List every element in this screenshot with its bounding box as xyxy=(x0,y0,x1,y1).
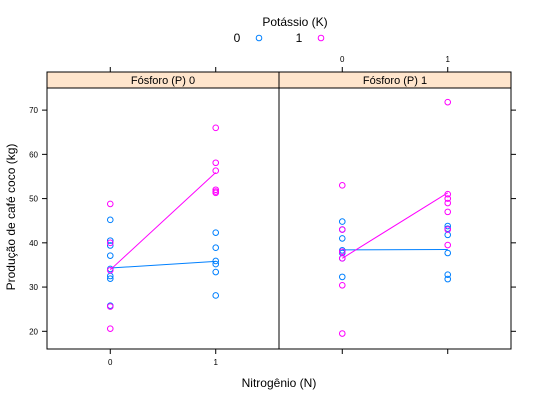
data-point xyxy=(212,189,220,197)
x-tick-label: 0 xyxy=(340,55,345,64)
legend-title: Potássio (K) xyxy=(262,15,327,29)
data-point xyxy=(212,167,220,175)
data-point xyxy=(212,229,220,236)
data-point xyxy=(106,200,114,208)
data-point xyxy=(444,275,452,283)
strip-label: Fósforo (P) 1 xyxy=(363,75,427,87)
data-point xyxy=(212,186,220,194)
data-point xyxy=(212,244,220,251)
data-point xyxy=(338,330,346,337)
data-point xyxy=(444,190,452,198)
data-point xyxy=(212,257,220,265)
x-axis-title: Nitrogênio (N) xyxy=(242,376,317,390)
data-point xyxy=(106,303,114,310)
data-point xyxy=(444,249,452,257)
y-tick-label: 50 xyxy=(29,195,38,204)
panel-frame xyxy=(46,87,280,350)
data-point xyxy=(338,281,346,289)
legend-label: 1 xyxy=(296,31,303,45)
series-1 xyxy=(338,98,452,337)
data-point xyxy=(444,231,452,239)
y-axis-title: Produção de café coco (kg) xyxy=(4,144,18,291)
data-point xyxy=(444,98,452,106)
panel-frame xyxy=(278,87,512,350)
data-point xyxy=(444,226,452,233)
data-point xyxy=(106,237,114,244)
series-line xyxy=(342,192,448,259)
data-point xyxy=(338,235,346,242)
series-line xyxy=(109,172,217,271)
data-point xyxy=(106,242,114,249)
data-point xyxy=(212,292,220,299)
panel: Fósforo (P) 1 0 1 xyxy=(278,55,516,354)
legend-label: 0 xyxy=(234,31,241,45)
data-point xyxy=(444,241,452,249)
data-point xyxy=(106,275,114,282)
data-point xyxy=(338,255,346,262)
data-point xyxy=(338,218,346,225)
x-tick-label: 1 xyxy=(214,358,219,367)
data-point xyxy=(444,195,452,202)
data-point xyxy=(444,222,452,230)
data-point xyxy=(106,216,114,224)
data-point xyxy=(338,226,346,233)
panel: Fósforo (P) 0 0 1 20 30 40 50 60 70 xyxy=(29,67,280,367)
legend-marker xyxy=(317,34,325,42)
data-point xyxy=(338,273,346,281)
legend-marker xyxy=(255,34,263,42)
data-point xyxy=(444,199,452,207)
series-0 xyxy=(338,218,452,283)
data-point xyxy=(444,208,452,216)
data-point xyxy=(338,248,346,255)
data-point xyxy=(106,239,114,247)
y-tick-label: 60 xyxy=(29,150,38,159)
x-tick-label: 0 xyxy=(108,358,113,367)
y-tick-label: 40 xyxy=(29,239,38,248)
data-point xyxy=(212,268,220,276)
data-point xyxy=(212,260,220,268)
data-point xyxy=(106,266,114,274)
series-0 xyxy=(106,216,220,309)
y-tick-label: 30 xyxy=(29,283,38,292)
data-point xyxy=(338,182,346,189)
y-tick-label: 70 xyxy=(29,106,38,115)
data-point xyxy=(212,124,220,132)
y-tick-label: 20 xyxy=(29,327,38,336)
data-point xyxy=(106,252,114,259)
panels: Fósforo (P) 0 0 1 20 30 40 50 60 70 Fósforo (P) 1… xyxy=(29,55,516,367)
series-1 xyxy=(106,124,220,332)
series-line xyxy=(110,260,216,269)
data-point xyxy=(212,159,220,167)
data-point xyxy=(444,271,452,278)
strip-label: Fósforo (P) 0 xyxy=(131,75,195,87)
x-tick-label: 1 xyxy=(446,55,451,64)
data-point xyxy=(106,325,114,332)
